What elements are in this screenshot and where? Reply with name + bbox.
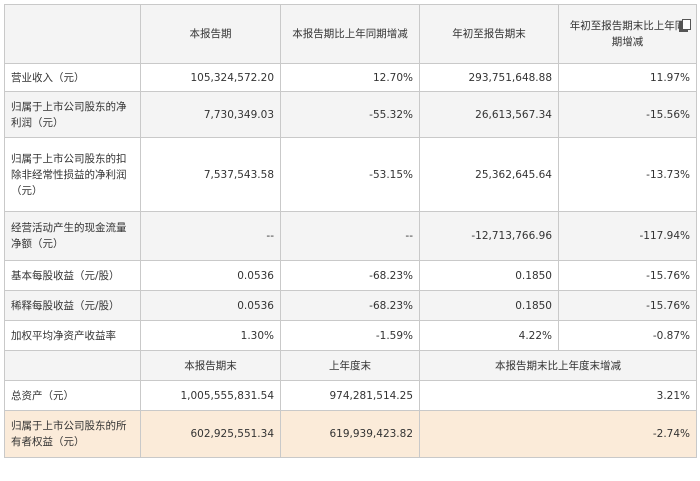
- cell-value: -68.23%: [280, 290, 420, 321]
- table-row: 归属于上市公司股东的所有者权益（元） 602,925,551.34 619,93…: [4, 410, 697, 458]
- cell-value: 0.1850: [419, 260, 559, 291]
- cell-value: 105,324,572.20: [140, 63, 281, 92]
- cell-value: 0.0536: [140, 260, 281, 291]
- table-row: 归属于上市公司股东的扣除非经常性损益的净利润（元） 7,537,543.58 -…: [4, 137, 697, 212]
- header2-prior-year-end: 上年度末: [280, 350, 420, 381]
- cell-value: 974,281,514.25: [280, 380, 420, 411]
- cell-value: 1,005,555,831.54: [140, 380, 281, 411]
- header-ytd-change-label: 年初至报告期末比上年同期增减: [569, 20, 686, 48]
- cell-value: 0.1850: [419, 290, 559, 321]
- cell-value: 293,751,648.88: [419, 63, 559, 92]
- header2-change: 本报告期末比上年度末增减: [419, 350, 697, 381]
- cell-value: -0.87%: [558, 320, 697, 351]
- header2-period-end: 本报告期末: [140, 350, 281, 381]
- row-label: 归属于上市公司股东的净利润（元）: [4, 91, 141, 138]
- cell-value: 3.21%: [419, 380, 697, 411]
- header2-empty: [4, 350, 141, 381]
- cell-value: -55.32%: [280, 91, 420, 138]
- row-label: 加权平均净资产收益率: [4, 320, 141, 351]
- cell-value: 7,730,349.03: [140, 91, 281, 138]
- cell-value: 602,925,551.34: [140, 410, 281, 458]
- cell-value: 25,362,645.64: [419, 137, 559, 212]
- header-ytd: 年初至报告期末: [419, 4, 559, 64]
- row-label: 营业收入（元）: [4, 63, 141, 92]
- cell-value: -53.15%: [280, 137, 420, 212]
- cell-value: -15.56%: [558, 91, 697, 138]
- cell-value: --: [280, 211, 420, 261]
- table-row: 基本每股收益（元/股） 0.0536 -68.23% 0.1850 -15.76…: [4, 260, 697, 291]
- row-label: 稀释每股收益（元/股）: [4, 290, 141, 321]
- cell-value: -15.76%: [558, 290, 697, 321]
- table-row: 归属于上市公司股东的净利润（元） 7,730,349.03 -55.32% 26…: [4, 91, 697, 138]
- cell-value: 1.30%: [140, 320, 281, 351]
- cell-value: -117.94%: [558, 211, 697, 261]
- cell-value: 0.0536: [140, 290, 281, 321]
- header-row: 本报告期 本报告期比上年同期增减 年初至报告期末 年初至报告期末比上年同期增减: [4, 4, 697, 64]
- cell-value: 12.70%: [280, 63, 420, 92]
- cell-value: 11.97%: [558, 63, 697, 92]
- header-ytd-change: 年初至报告期末比上年同期增减: [558, 4, 697, 64]
- header-row-2: 本报告期末 上年度末 本报告期末比上年度末增减: [4, 350, 697, 381]
- row-label: 总资产（元）: [4, 380, 141, 411]
- row-label: 归属于上市公司股东的扣除非经常性损益的净利润（元）: [4, 137, 141, 212]
- cell-value: 7,537,543.58: [140, 137, 281, 212]
- table-row: 加权平均净资产收益率 1.30% -1.59% 4.22% -0.87%: [4, 320, 697, 351]
- cell-value: 4.22%: [419, 320, 559, 351]
- header-period-change: 本报告期比上年同期增减: [280, 4, 420, 64]
- cell-value: 26,613,567.34: [419, 91, 559, 138]
- cell-value: -2.74%: [419, 410, 697, 458]
- cell-value: 619,939,423.82: [280, 410, 420, 458]
- table-row: 稀释每股收益（元/股） 0.0536 -68.23% 0.1850 -15.76…: [4, 290, 697, 321]
- header-empty: [4, 4, 141, 64]
- table-row: 总资产（元） 1,005,555,831.54 974,281,514.25 3…: [4, 380, 697, 411]
- cell-value: --: [140, 211, 281, 261]
- cell-value: -12,713,766.96: [419, 211, 559, 261]
- row-label: 归属于上市公司股东的所有者权益（元）: [4, 410, 141, 458]
- copy-icon[interactable]: [679, 19, 691, 32]
- cell-value: -15.76%: [558, 260, 697, 291]
- row-label: 基本每股收益（元/股）: [4, 260, 141, 291]
- table-row: 营业收入（元） 105,324,572.20 12.70% 293,751,64…: [4, 63, 697, 92]
- header-this-period: 本报告期: [140, 4, 281, 64]
- cell-value: -13.73%: [558, 137, 697, 212]
- cell-value: -68.23%: [280, 260, 420, 291]
- table-row: 经营活动产生的现金流量净额（元） -- -- -12,713,766.96 -1…: [4, 211, 697, 261]
- row-label: 经营活动产生的现金流量净额（元）: [4, 211, 141, 261]
- cell-value: -1.59%: [280, 320, 420, 351]
- financial-table: 本报告期 本报告期比上年同期增减 年初至报告期末 年初至报告期末比上年同期增减 …: [4, 4, 697, 458]
